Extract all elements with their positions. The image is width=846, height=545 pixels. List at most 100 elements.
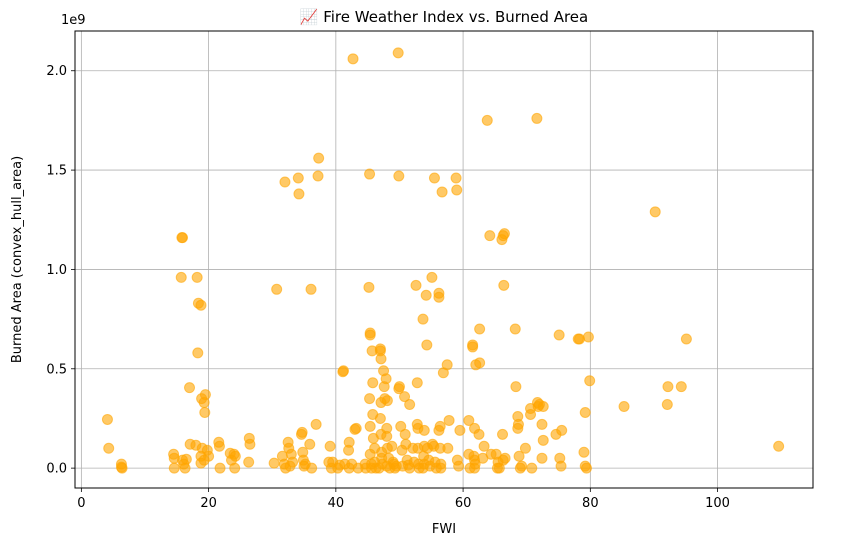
- x-axis-label: FWI: [432, 522, 456, 537]
- data-point: [199, 406, 211, 418]
- data-point: [509, 323, 521, 335]
- data-point: [374, 412, 386, 424]
- data-point: [618, 401, 630, 413]
- data-point: [411, 377, 423, 389]
- data-point: [337, 365, 349, 377]
- data-point: [293, 188, 305, 200]
- data-point: [474, 357, 486, 369]
- data-point: [773, 440, 785, 452]
- data-point: [435, 462, 447, 474]
- data-point: [661, 399, 673, 411]
- data-point: [469, 462, 481, 474]
- data-point: [399, 428, 411, 440]
- data-point: [578, 446, 590, 458]
- data-point: [428, 172, 440, 184]
- x-tick-label: 100: [705, 496, 730, 511]
- data-point: [442, 442, 454, 454]
- data-point: [116, 462, 128, 474]
- data-point: [375, 353, 387, 365]
- y-axis-label: Burned Area (convex_hull_area): [10, 156, 25, 363]
- data-point: [433, 291, 445, 303]
- data-point: [364, 168, 376, 180]
- data-point: [191, 271, 203, 283]
- data-point: [451, 184, 463, 196]
- data-point: [386, 440, 398, 452]
- data-point: [536, 452, 548, 464]
- data-point: [310, 418, 322, 430]
- data-point: [381, 430, 393, 442]
- data-point: [306, 462, 318, 474]
- data-point: [343, 444, 355, 456]
- data-point: [525, 408, 537, 420]
- data-point: [420, 289, 432, 301]
- x-tick-label: 80: [582, 496, 599, 511]
- data-point: [436, 186, 448, 198]
- data-point: [417, 313, 429, 325]
- data-point: [579, 406, 591, 418]
- data-point: [581, 462, 593, 474]
- data-point: [304, 438, 316, 450]
- x-axis: 0 20 40 60 80 100: [77, 488, 730, 511]
- data-point: [510, 381, 522, 393]
- y-tick-label: 1.5: [46, 164, 67, 179]
- data-point: [513, 450, 525, 462]
- data-point: [229, 462, 241, 474]
- x-tick-label: 20: [200, 496, 217, 511]
- data-point: [418, 424, 430, 436]
- data-point: [526, 462, 538, 474]
- data-point: [467, 341, 479, 353]
- data-point: [195, 457, 207, 469]
- data-point: [168, 462, 180, 474]
- y-tick-label: 2.0: [46, 64, 67, 79]
- data-point: [512, 422, 524, 434]
- data-point: [484, 230, 496, 242]
- data-point: [531, 112, 543, 124]
- y-tick-label: 0.0: [46, 462, 67, 477]
- chart-title: 📈 Fire Weather Index vs. Burned Area: [300, 8, 588, 26]
- data-point: [192, 347, 204, 359]
- data-point: [103, 442, 115, 454]
- data-point: [536, 418, 548, 430]
- data-point: [364, 393, 376, 405]
- x-tick-label: 60: [455, 496, 472, 511]
- data-point: [363, 281, 375, 293]
- data-point: [453, 460, 465, 472]
- data-point: [347, 53, 359, 65]
- data-point: [279, 176, 291, 188]
- data-point: [441, 359, 453, 371]
- data-point: [292, 172, 304, 184]
- data-point: [380, 373, 392, 385]
- data-point: [474, 323, 486, 335]
- data-points: [101, 47, 785, 474]
- data-point: [268, 457, 280, 469]
- data-point: [287, 456, 299, 468]
- data-point: [481, 114, 493, 126]
- data-point: [498, 279, 510, 291]
- data-point: [179, 462, 191, 474]
- data-point: [101, 413, 113, 425]
- data-point: [393, 381, 405, 393]
- data-point: [177, 232, 189, 244]
- plot-frame: [74, 30, 814, 489]
- data-point: [499, 452, 511, 464]
- data-point: [662, 381, 674, 393]
- data-point: [649, 206, 661, 218]
- data-point: [555, 460, 567, 472]
- data-point: [421, 339, 433, 351]
- data-point: [498, 228, 510, 240]
- data-point: [364, 329, 376, 341]
- y-tick-label: 1.0: [46, 263, 67, 278]
- data-point: [195, 299, 207, 311]
- y-axis: 0.0 0.5 1.0 1.5 2.0: [46, 64, 75, 477]
- data-point: [680, 333, 692, 345]
- y-offset-label: 1e9: [61, 13, 86, 28]
- data-point: [296, 426, 308, 438]
- data-point: [584, 375, 596, 387]
- data-point: [243, 456, 255, 468]
- data-point: [313, 152, 325, 164]
- data-point: [184, 382, 196, 394]
- y-tick-label: 0.5: [46, 362, 67, 377]
- data-point: [450, 172, 462, 184]
- x-tick-label: 40: [328, 496, 345, 511]
